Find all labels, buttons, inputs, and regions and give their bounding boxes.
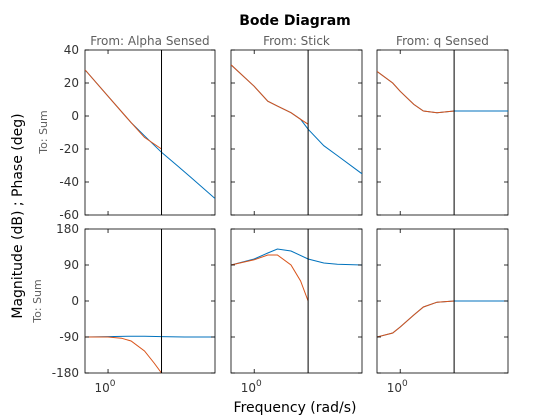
axes-frame bbox=[376, 49, 509, 216]
x-tick-label: 100 bbox=[387, 379, 408, 395]
axes-frame bbox=[230, 228, 363, 374]
plot-area bbox=[231, 248, 362, 302]
series-line-orange bbox=[231, 64, 309, 125]
column-title-2: From: q Sensed bbox=[396, 34, 489, 48]
series-line-orange bbox=[231, 254, 309, 302]
axes-frame bbox=[230, 49, 363, 216]
axes-r1-c0: 180 90 0 -90 -180 100 bbox=[52, 222, 216, 395]
axes-frame bbox=[84, 228, 216, 374]
plot-area bbox=[377, 70, 508, 114]
y-tick-label: 20 bbox=[64, 76, 79, 90]
x-tick-label: 100 bbox=[95, 379, 116, 395]
series-line-blue bbox=[231, 248, 362, 266]
y-tick-label: 0 bbox=[71, 294, 79, 308]
y-tick-label: 90 bbox=[64, 258, 79, 272]
column-title-1: From: Stick bbox=[263, 34, 330, 48]
series-line-orange bbox=[85, 69, 162, 150]
y-tick-label: -40 bbox=[59, 175, 79, 189]
x-tick-label: 100 bbox=[241, 379, 262, 395]
axes-r1-c2: 100 bbox=[376, 228, 509, 395]
chart-title: Bode Diagram bbox=[239, 13, 351, 29]
y-tick-label: 40 bbox=[64, 43, 79, 57]
row-label-magnitude: To: Sum bbox=[37, 110, 50, 154]
plot-area bbox=[377, 300, 508, 338]
axes-r1-c1: 100 bbox=[230, 228, 363, 395]
plot-area bbox=[231, 64, 362, 175]
y-tick-label: -180 bbox=[52, 366, 79, 380]
row-label-phase: To: Sum bbox=[31, 279, 44, 323]
x-axis-label: Frequency (rad/s) bbox=[234, 400, 357, 416]
y-tick-label: 180 bbox=[56, 222, 79, 236]
column-title-0: From: Alpha Sensed bbox=[90, 34, 209, 48]
series-line-orange bbox=[377, 300, 455, 338]
axes-frame bbox=[84, 49, 216, 216]
axes-r0-c1 bbox=[230, 49, 363, 216]
plot-panels: From: Alpha Sensed From: Stick From: q Sen… bbox=[52, 34, 509, 395]
y-tick-label: 0 bbox=[71, 109, 79, 123]
axes-r0-c2 bbox=[376, 49, 509, 216]
plot-area bbox=[85, 335, 215, 373]
axes-r0-c0: 40 20 0 -20 -40 -60 bbox=[59, 43, 216, 222]
y-tick-label: -20 bbox=[59, 142, 79, 156]
series-line-orange bbox=[377, 70, 455, 114]
y-tick-label: -60 bbox=[59, 208, 79, 222]
series-line-orange bbox=[85, 336, 162, 373]
y-axis-label: Magnitude (dB) ; Phase (deg) bbox=[10, 113, 26, 318]
y-tick-label: -90 bbox=[59, 330, 79, 344]
plot-area bbox=[85, 69, 215, 199]
